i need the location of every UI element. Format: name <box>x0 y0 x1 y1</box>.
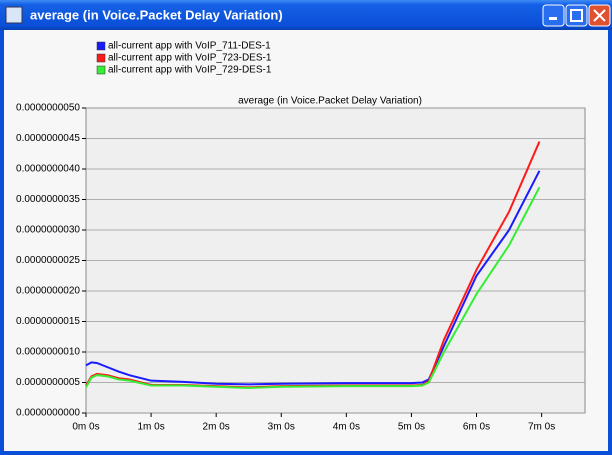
x-tick-label: 4m 0s <box>333 422 360 433</box>
y-tick-label: 0.0000000045 <box>16 133 80 144</box>
legend-swatch <box>96 41 106 51</box>
y-tick-label: 0.0000000040 <box>16 164 80 175</box>
x-tick-label: 2m 0s <box>203 422 230 433</box>
title-bar <box>0 0 612 30</box>
series-line <box>85 170 541 386</box>
y-tick-label: 0.0000000010 <box>16 347 80 358</box>
legend-label: all-current app with VoIP_711-DES-1 <box>108 41 271 52</box>
x-tick-label: 6m 0s <box>463 422 490 433</box>
y-tick-label: 0.0000000005 <box>16 377 80 388</box>
y-tick-label: 0.0000000030 <box>16 225 80 236</box>
x-tick-label: 0m 0s <box>72 422 99 433</box>
chart-title: average (in Voice.Packet Delay Variation… <box>238 96 422 107</box>
window-title: average (in Voice.Packet Delay Variation… <box>30 7 283 22</box>
y-tick-label: 0.0000000020 <box>16 286 80 297</box>
maximize-button[interactable] <box>565 4 588 27</box>
y-tick-label: 0.0000000050 <box>16 103 80 114</box>
y-tick-label: 0.0000000035 <box>16 194 80 205</box>
minimize-icon <box>549 17 557 20</box>
legend-swatch <box>96 53 106 63</box>
y-tick-label: 0.0000000025 <box>16 255 80 266</box>
x-tick-label: 3m 0s <box>268 422 295 433</box>
legend-label: all-current app with VoIP_729-DES-1 <box>108 65 272 76</box>
x-tick-label: 7m 0s <box>528 422 555 433</box>
maximize-icon <box>570 9 583 22</box>
legend-swatch <box>96 65 106 75</box>
y-tick-label: 0.0000000015 <box>16 316 80 327</box>
legend-label: all-current app with VoIP_723-DES-1 <box>108 53 272 64</box>
x-tick-label: 5m 0s <box>398 422 425 433</box>
x-tick-label: 1m 0s <box>137 422 164 433</box>
close-icon <box>593 9 606 22</box>
window-icon <box>5 6 23 24</box>
series-line <box>85 186 541 389</box>
y-tick-label: 0.0000000000 <box>16 408 80 419</box>
minimize-button[interactable] <box>542 4 565 27</box>
